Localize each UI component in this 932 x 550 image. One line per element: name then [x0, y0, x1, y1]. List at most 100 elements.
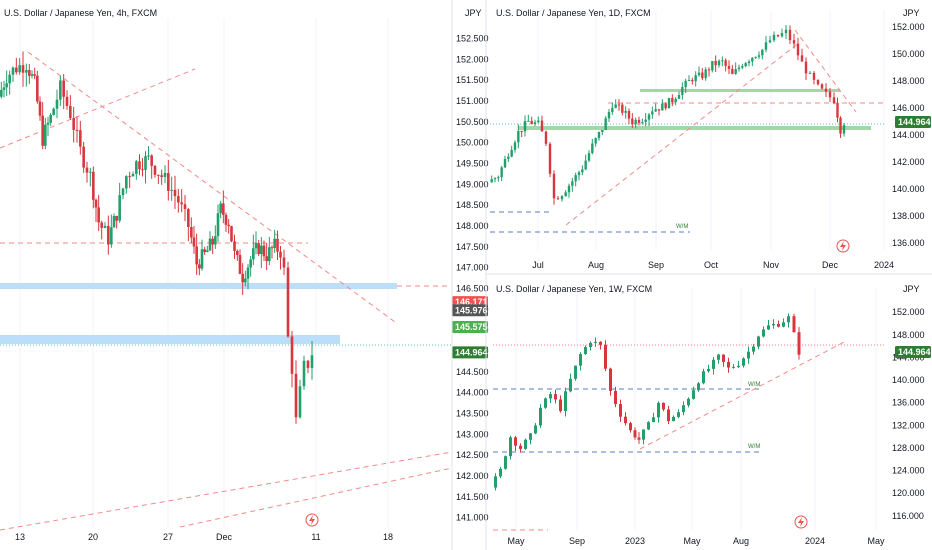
chart-title-1d: U.S. Dollar / Japanese Yen, 1D, FXCM	[496, 8, 651, 18]
candle-body	[677, 412, 680, 417]
candle-body	[657, 109, 661, 111]
candle-body	[144, 156, 147, 170]
candle-body	[797, 332, 801, 355]
candle-body	[539, 407, 542, 426]
candle-body	[233, 241, 236, 251]
candle-body	[594, 138, 597, 144]
y-tick-label: 143.000	[456, 429, 489, 439]
candle-body	[490, 179, 493, 183]
trendline-down-4h	[27, 51, 396, 323]
candle-body	[824, 88, 828, 92]
x-axis-4h: 13 20 27 Dec 11 18	[15, 532, 393, 542]
price-tag	[452, 346, 488, 359]
candle-body	[2, 87, 6, 90]
candle-body	[183, 204, 187, 210]
candle-body	[216, 213, 220, 237]
candle-body	[173, 189, 177, 197]
y-tick-label: 120.000	[892, 488, 925, 498]
candle-body	[141, 169, 144, 171]
candle-body	[494, 476, 497, 488]
candle-body	[497, 177, 500, 179]
candle-body	[548, 143, 552, 174]
y-tick-label: 128.000	[892, 443, 925, 453]
candle-body	[667, 409, 670, 422]
candle-body	[564, 391, 567, 412]
candle-body	[38, 101, 42, 116]
y-tick-label: 141.000	[456, 513, 489, 523]
y-tick-label: 148.500	[456, 200, 489, 210]
candle-body	[574, 365, 577, 379]
candle-body	[187, 209, 190, 227]
grid-1w	[515, 288, 877, 530]
candle-body	[153, 165, 157, 175]
replay-icon-1d[interactable]	[836, 239, 850, 253]
y-tick-label: 140.000	[892, 184, 925, 194]
candle-body	[211, 238, 214, 245]
candle-body	[254, 243, 258, 249]
panel-1d[interactable]: W/M U.S. Dollar / Japanese Yen, 1D, FXCM…	[490, 8, 931, 270]
candle-body	[787, 316, 790, 323]
price-tag	[895, 345, 931, 358]
candle-body	[712, 359, 715, 369]
x-tick-label: Jul	[532, 260, 544, 270]
y-tick-label: 146.500	[456, 283, 489, 293]
candle-body	[62, 80, 65, 97]
price-tag-label: 145.976	[455, 305, 488, 315]
candle-body	[219, 203, 222, 214]
candle-body	[701, 72, 704, 79]
y-tick-label: 151.000	[456, 96, 489, 106]
candle-body	[25, 70, 28, 73]
candle-body	[641, 122, 644, 124]
y-tick-label: 152.000	[456, 54, 489, 64]
candle-body	[820, 84, 824, 89]
trendline-down-1d	[794, 29, 857, 113]
y-tick-label: 152.500	[456, 33, 489, 43]
replay-icon-1w[interactable]	[794, 515, 808, 529]
x-tick-label: Dec	[822, 260, 839, 270]
x-tick-label: 27	[163, 532, 173, 542]
candle-body	[167, 172, 170, 191]
panel-1w[interactable]: W/M W/M U.S. Dollar / Japanese Yen, 1W, …	[493, 284, 931, 546]
candle-body	[691, 79, 694, 82]
candle-body	[11, 67, 15, 75]
candle-body	[147, 155, 150, 157]
candle-body	[800, 55, 804, 62]
candle-body	[527, 120, 530, 122]
candle-body	[631, 118, 634, 125]
candle-body	[302, 360, 306, 387]
candle-body	[584, 160, 587, 170]
candle-body	[107, 225, 110, 245]
candle-body	[44, 124, 47, 146]
candle-body	[671, 98, 674, 103]
candle-body	[627, 110, 631, 119]
y-tick-label: 148.000	[892, 330, 925, 340]
candle-body	[103, 225, 107, 228]
candle-body	[65, 96, 69, 106]
candle-body	[754, 56, 757, 58]
candle-body	[265, 256, 268, 262]
candle-body	[110, 227, 113, 245]
candle-body	[198, 264, 201, 269]
y-tick-label: 132.000	[892, 420, 925, 430]
y-tick-label: 149.500	[456, 158, 489, 168]
candle-body	[742, 358, 745, 366]
candle-body	[767, 325, 770, 330]
candle-body	[160, 175, 163, 177]
candle-body	[559, 399, 562, 412]
candle-body	[206, 250, 209, 252]
price-tag-label: 144.964	[898, 347, 931, 357]
panel-4h[interactable]: U.S. Dollar / Japanese Yen, 4h, FXCM 152…	[0, 8, 489, 542]
y-tick-label: 142.500	[456, 450, 489, 460]
candle-body	[812, 72, 816, 80]
zone-blue-upper-4h	[0, 283, 397, 289]
y-tick-label: 138.000	[892, 211, 925, 221]
candle-body	[208, 238, 212, 251]
trendline-up-1d	[565, 41, 801, 226]
replay-icon-4h[interactable]	[305, 513, 319, 527]
trendline-up-4h	[0, 68, 196, 149]
price-tag-label: 144.964	[898, 117, 931, 127]
candle-body	[579, 354, 582, 366]
candle-body	[737, 67, 741, 70]
candle-body	[687, 79, 691, 81]
